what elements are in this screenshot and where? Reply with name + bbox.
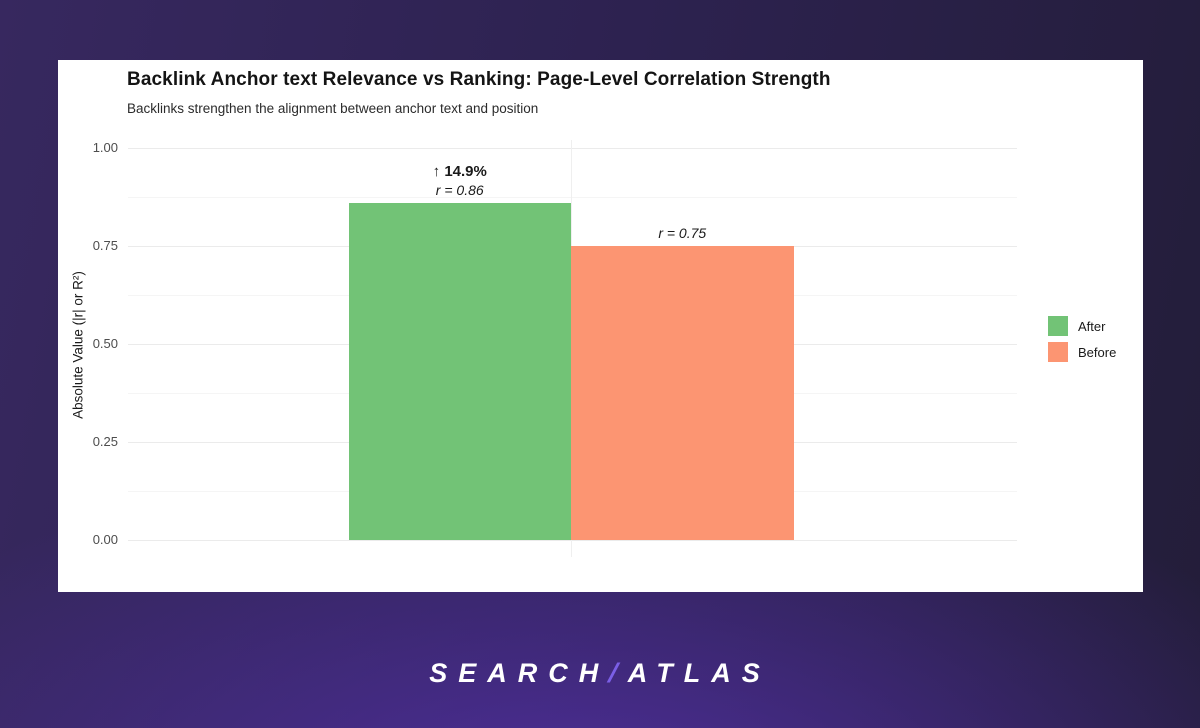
legend-label: Before <box>1078 344 1117 360</box>
y-tick-label: 0.25 <box>92 434 118 449</box>
legend-swatch <box>1048 316 1068 336</box>
searchatlas-logo: SEARCH/ATLAS <box>0 658 1200 689</box>
r-value-label: r = 0.75 <box>658 225 707 241</box>
legend-label: After <box>1078 318 1106 334</box>
y-tick-label: 1.00 <box>92 140 118 155</box>
legend-swatch <box>1048 342 1068 362</box>
logo-slash-icon: / <box>607 658 630 688</box>
legend-item-before: Before <box>1048 342 1116 362</box>
chart-title: Backlink Anchor text Relevance vs Rankin… <box>127 69 831 90</box>
r-value-label: r = 0.86 <box>435 181 484 198</box>
bar-annotation-after: ↑ 14.9% r = 0.86 <box>433 162 487 199</box>
y-tick-label: 0.00 <box>92 532 118 547</box>
gridline-minor <box>128 197 1017 198</box>
chart-subtitle: Backlinks strengthen the alignment betwe… <box>127 101 539 116</box>
logo-search-text: SEARCH <box>429 658 610 688</box>
plot-area: ↑ 14.9% r = 0.86 r = 0.75 <box>128 140 1017 557</box>
y-tick-label: 0.50 <box>92 336 118 351</box>
chart-card: Backlink Anchor text Relevance vs Rankin… <box>58 60 1143 592</box>
bar-after <box>348 202 571 540</box>
y-axis-ticks: 0.00 0.25 0.50 0.75 1.00 <box>58 140 118 557</box>
delta-label: ↑ 14.9% <box>432 162 487 180</box>
gridline-major <box>128 148 1017 149</box>
y-tick-label: 0.75 <box>92 238 118 253</box>
bar-annotation-before: r = 0.75 <box>658 224 706 242</box>
logo-atlas-text: ATLAS <box>627 658 771 688</box>
legend-item-after: After <box>1048 316 1116 336</box>
gridline-major <box>128 540 1017 541</box>
legend: After Before <box>1048 316 1116 368</box>
bar-before <box>571 246 794 540</box>
